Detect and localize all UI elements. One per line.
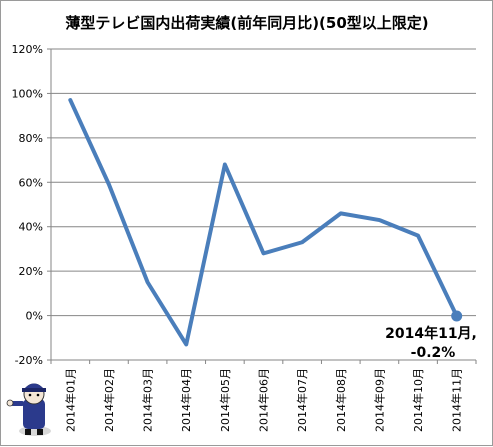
series [68,98,463,347]
x-tick-label: 2014年03月 [141,368,155,432]
annotation: 2014年11月, -0.2% [385,325,477,361]
axes [47,48,477,364]
x-tick-label: 2014年01月 [63,368,77,432]
mascot-illustration [6,383,51,436]
x-tick-label: 2014年09月 [372,368,386,432]
x-tick-label: 2014年10月 [411,368,425,432]
gridlines [51,48,476,361]
y-tick-label: 0% [26,310,43,323]
y-tick-label: 80% [19,132,43,145]
annotation-line-2: -0.2% [411,345,456,361]
y-tick-label: 20% [19,265,43,278]
x-tick-label: 2014年05月 [218,368,232,432]
x-tick-label: 2014年07月 [295,368,309,432]
y-tick-label: 120% [12,43,43,56]
x-tick-label: 2014年02月 [102,368,116,432]
series-line [68,98,459,347]
y-tick-label: -20% [15,354,43,367]
y-tick-label: 100% [12,87,43,100]
y-tick-label: 60% [19,176,43,189]
x-tick-label: 2014年08月 [334,368,348,432]
y-tick-labels: -20% 0% 20% 40% 60% 80% 100% 120% [12,43,43,367]
x-tick-label: 2014年04月 [179,368,193,432]
y-tick-label: 40% [19,221,43,234]
chart-title: 薄型テレビ国内出荷実績(前年同月比)(50型以上限定) [65,14,428,32]
x-tick-label: 2014年11月 [450,368,464,432]
x-tick-labels: 2014年01月 2014年02月 2014年03月 2014年04月 2014年05月… [63,368,463,432]
annotation-line-1: 2014年11月, [385,325,477,342]
x-tick-label: 2014年06月 [257,368,271,432]
data-point-last [451,310,463,322]
